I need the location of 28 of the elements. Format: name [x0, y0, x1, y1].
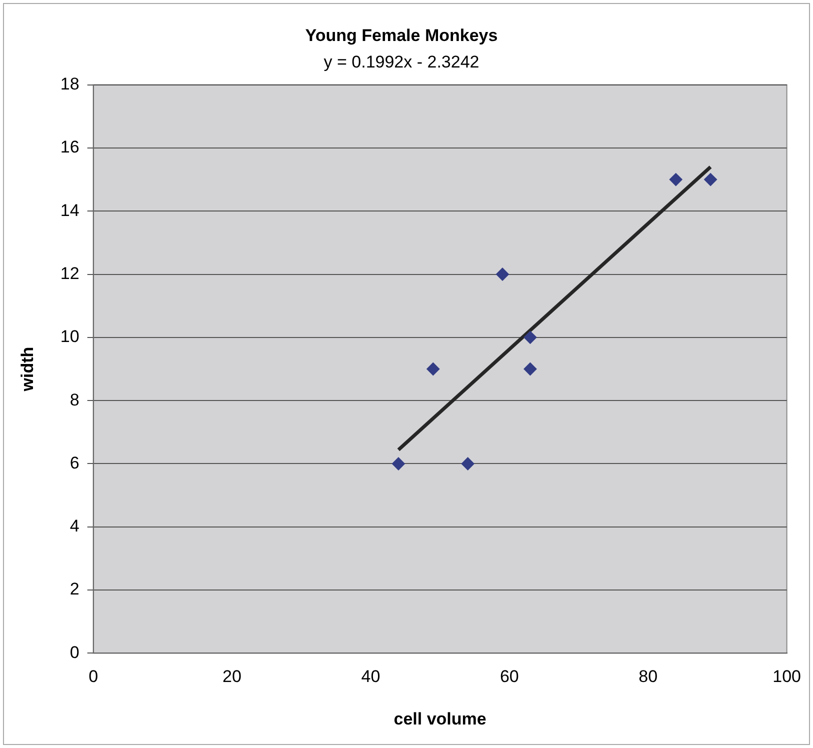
chart-title: Young Female Monkeys [305, 26, 498, 45]
x-tick-label: 40 [361, 667, 380, 686]
point [669, 173, 682, 186]
point [461, 457, 474, 470]
chart-subtitle: y = 0.1992x - 2.3242 [324, 52, 480, 72]
point [524, 362, 537, 376]
x-tick-label: 20 [222, 667, 242, 686]
x-tick-label: 60 [500, 667, 519, 686]
x-tick-label: 80 [638, 667, 658, 686]
point [496, 268, 509, 281]
y-tick-label: 8 [70, 390, 80, 410]
y-axis-title: width [18, 346, 37, 392]
y-tick-label: 6 [70, 453, 80, 472]
y-tick-label: 2 [70, 580, 80, 599]
y-tick-label: 16 [60, 138, 80, 157]
point [392, 457, 405, 470]
point [524, 330, 537, 344]
y-tick-label: 4 [70, 516, 80, 536]
x-axis-title: cell volume [394, 709, 486, 728]
y-tick-label: 0 [70, 642, 80, 662]
y-tick-label: 10 [60, 327, 80, 346]
x-tick-label: 0 [88, 667, 98, 686]
point [426, 362, 440, 376]
y-tick-label: 12 [60, 264, 80, 283]
y-tick-label: 14 [60, 200, 80, 220]
y-tick-label: 18 [60, 74, 80, 94]
x-tick-label: 100 [772, 667, 802, 686]
point [704, 173, 718, 186]
